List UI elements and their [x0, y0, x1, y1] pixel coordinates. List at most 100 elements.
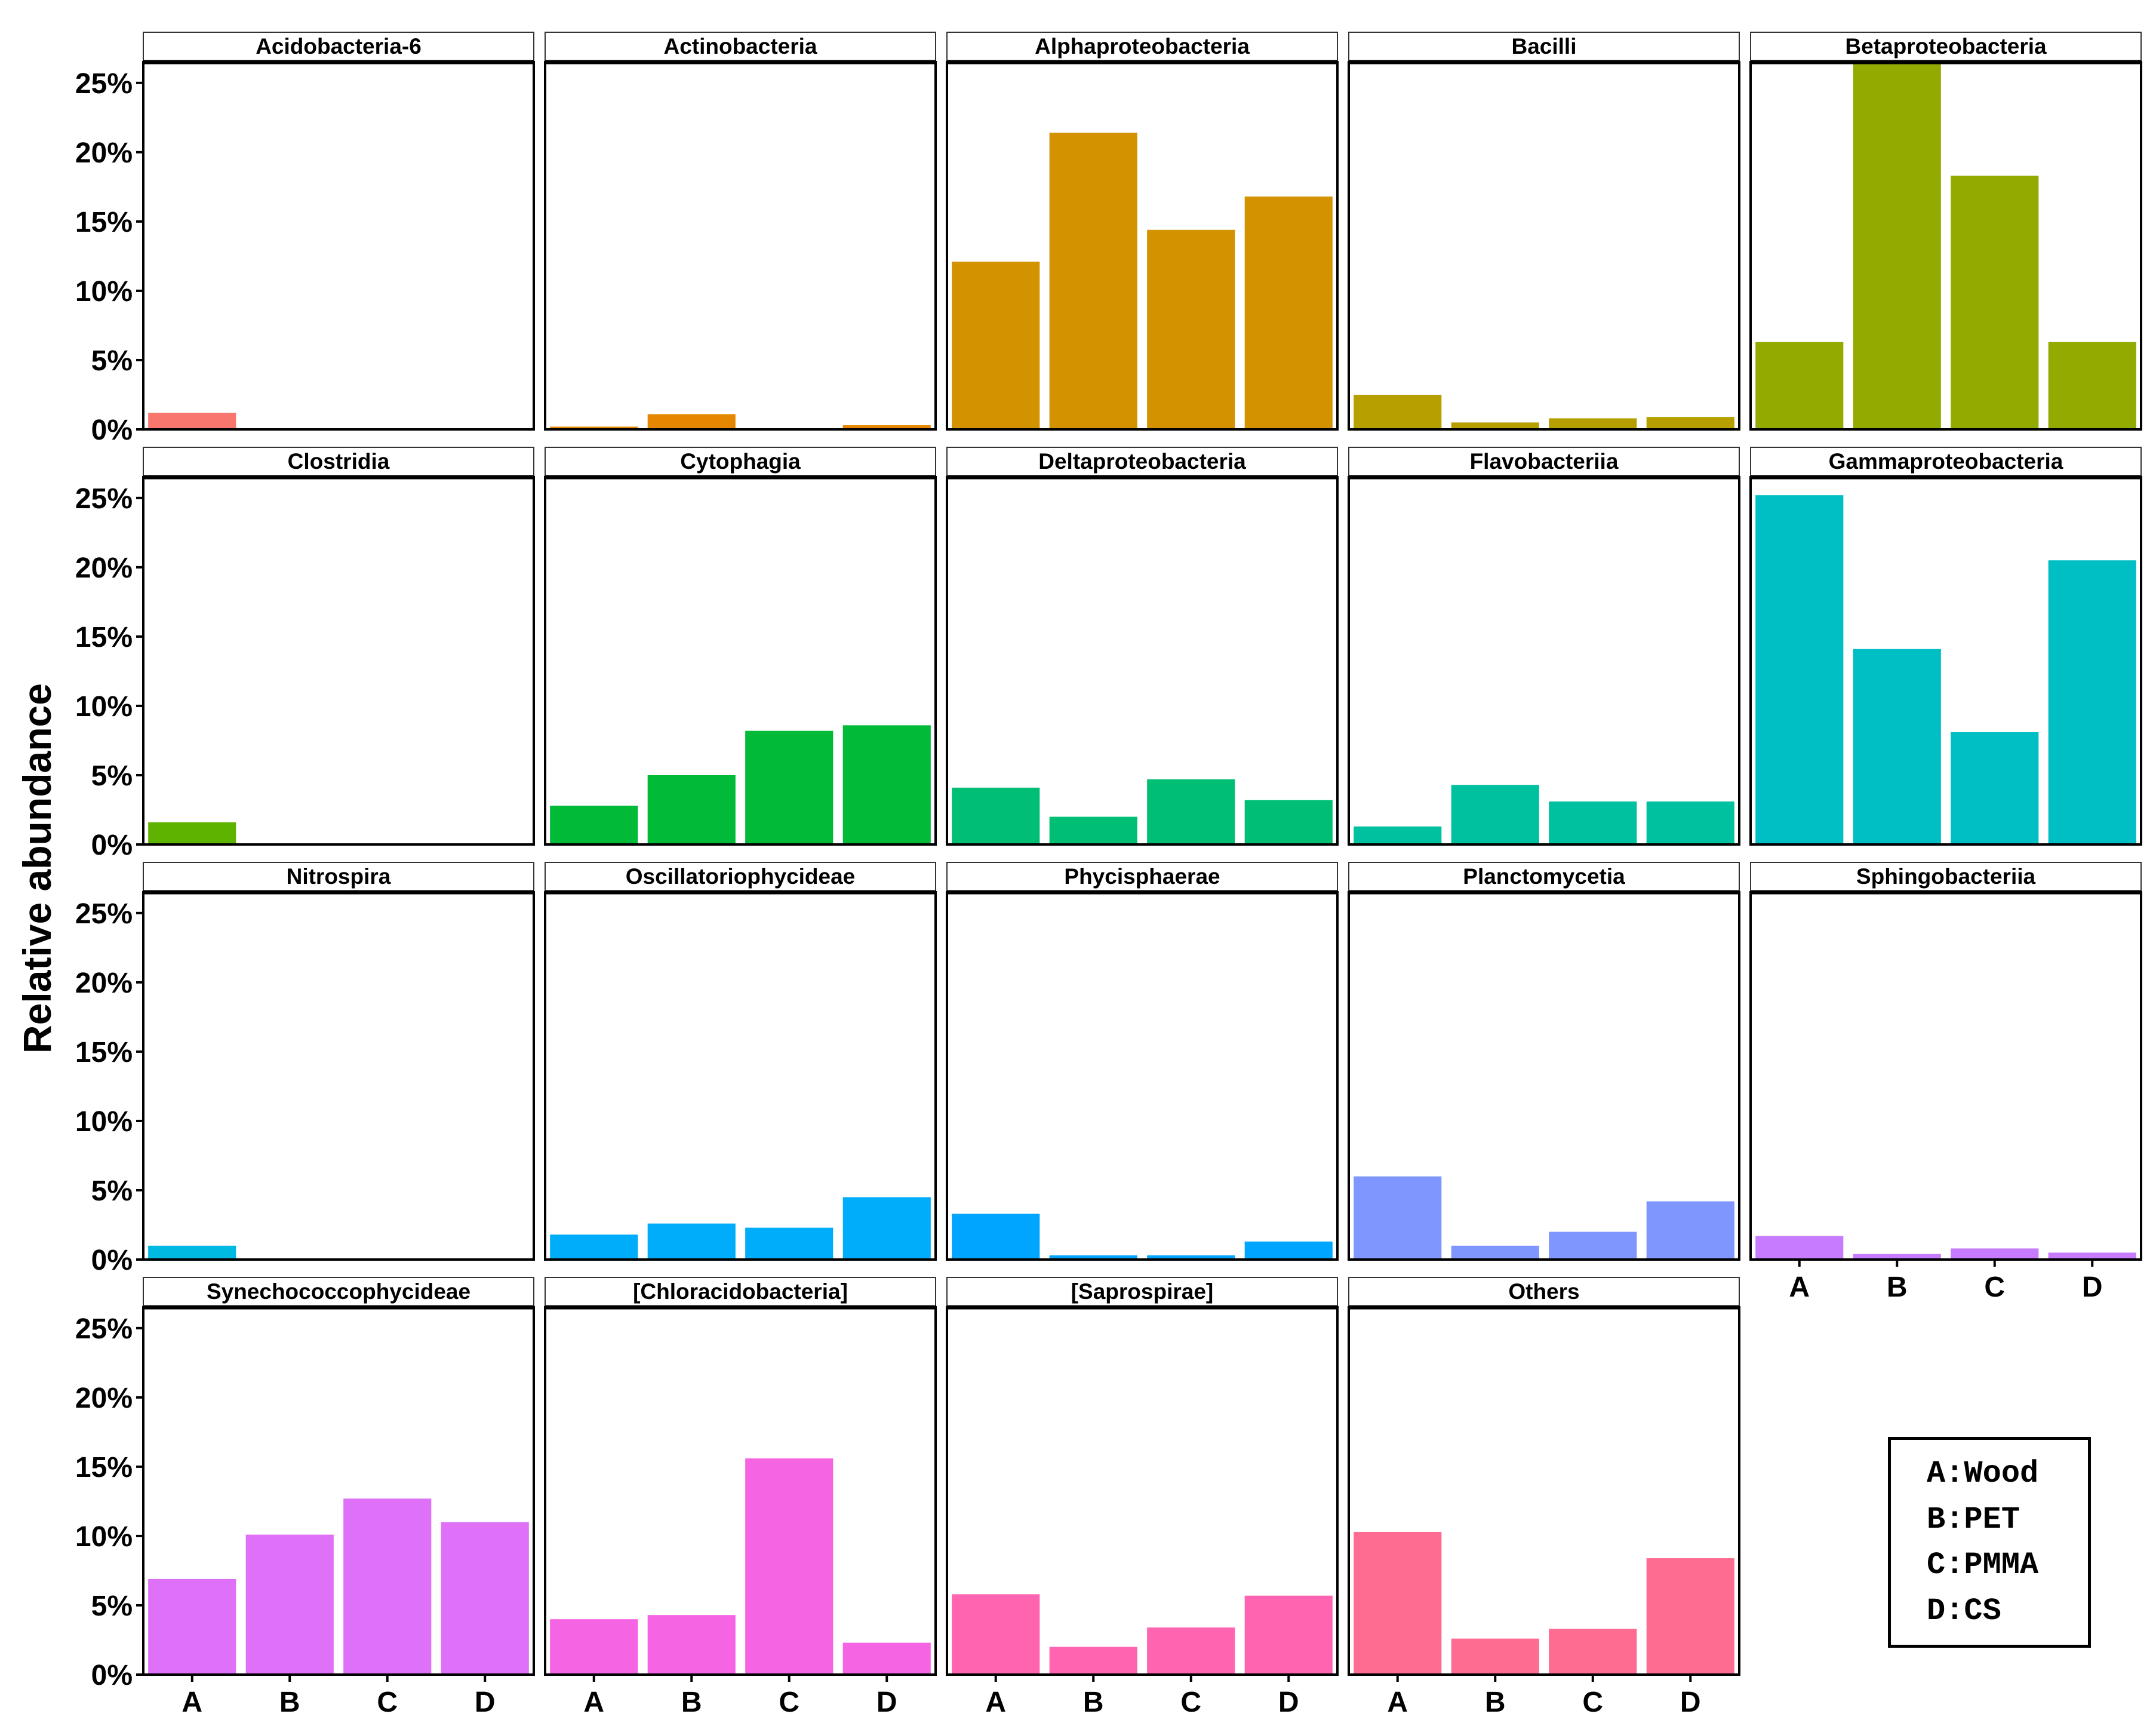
y-tick-label: 20% — [75, 137, 133, 169]
y-tick-label: 10% — [75, 276, 133, 308]
strip-others — [1348, 1277, 1740, 1308]
x-tick-label-a: A — [985, 1687, 1006, 1717]
bar-others-b — [1451, 1638, 1539, 1675]
bar-gammaproteobacteria-c — [1951, 732, 2039, 844]
x-tick-label-d: D — [2082, 1271, 2103, 1303]
panel-frame-bacilli — [1348, 61, 1740, 431]
bar-cytophagia-d — [842, 725, 931, 844]
legend-entry-b: B:PET — [1927, 1501, 2020, 1537]
bar-alphaproteobacteria-d — [1244, 196, 1333, 429]
strip-chloracidobacteria — [545, 1277, 936, 1308]
y-tick-label: 5% — [91, 760, 133, 792]
bar-betaproteobacteria-d — [2048, 342, 2136, 429]
bar-phycisphaerae-b — [1049, 1255, 1137, 1260]
bar-sphingobacteriia-b — [1853, 1254, 1941, 1260]
bar-planctomycetia-c — [1549, 1231, 1637, 1260]
bar-others-a — [1354, 1531, 1442, 1675]
y-tick-label: 0% — [91, 1660, 133, 1691]
bar-phycisphaerae-c — [1147, 1255, 1235, 1260]
panel-frame-clostridia — [142, 476, 535, 846]
bar-saprospirae-b — [1049, 1647, 1137, 1675]
legend-entry-a: A:Wood — [1927, 1455, 2039, 1491]
bar-alphaproteobacteria-b — [1049, 133, 1137, 429]
bar-others-d — [1646, 1558, 1734, 1675]
bar-sphingobacteriia-d — [2048, 1252, 2136, 1260]
y-tick-label: 25% — [75, 898, 133, 930]
strip-deltaproteobacteria — [946, 447, 1338, 478]
y-tick-label: 15% — [75, 1037, 133, 1068]
strip-label-actinobacteria: Actinobacteria — [663, 34, 817, 59]
bar-gammaproteobacteria-a — [1755, 495, 1844, 844]
bar-flavobacteriia-c — [1549, 801, 1637, 844]
x-tick-label-d: D — [1680, 1687, 1701, 1717]
x-tick-label-c: C — [1180, 1687, 1201, 1717]
bar-sphingobacteriia-c — [1951, 1248, 2039, 1260]
strip-label-oscillatoriophycideae: Oscillatoriophycideae — [626, 864, 856, 889]
bar-chloracidobacteria-b — [647, 1615, 736, 1675]
bar-betaproteobacteria-b — [1853, 62, 1941, 429]
x-tick-label-b: B — [681, 1687, 702, 1717]
bar-alphaproteobacteria-a — [952, 262, 1040, 429]
strip-nitrospira — [143, 862, 534, 893]
y-tick-label: 10% — [75, 1106, 133, 1138]
strip-label-gammaproteobacteria: Gammaproteobacteria — [1829, 449, 2063, 474]
y-tick-label: 25% — [75, 483, 133, 515]
bar-saprospirae-c — [1147, 1627, 1235, 1675]
bar-chloracidobacteria-c — [745, 1458, 834, 1675]
bar-oscillatoriophycideae-d — [842, 1197, 931, 1260]
y-tick-label: 10% — [75, 691, 133, 723]
bar-cytophagia-b — [647, 775, 736, 844]
strip-oscillatoriophycideae — [545, 862, 936, 893]
x-tick-label-a: A — [583, 1687, 604, 1717]
panel-frame-actinobacteria — [544, 61, 937, 431]
panel-frame-sphingobacteriia — [1749, 891, 2142, 1261]
strip-label-acidobacteria-6: Acidobacteria-6 — [256, 34, 422, 59]
strip-label-synechococcophycideae: Synechococcophycideae — [207, 1279, 470, 1304]
bar-actinobacteria-b — [647, 414, 736, 429]
strip-label-sphingobacteriia: Sphingobacteriia — [1856, 864, 2036, 889]
bar-acidobacteria-6-a — [148, 413, 236, 429]
strip-label-betaproteobacteria: Betaproteobacteria — [1845, 34, 2047, 59]
y-tick-label: 0% — [91, 830, 133, 861]
y-tick-label: 0% — [91, 1245, 133, 1276]
bar-bacilli-d — [1646, 417, 1734, 429]
bar-synechococcophycideae-c — [343, 1498, 432, 1675]
bar-synechococcophycideae-d — [441, 1522, 529, 1675]
bar-bacilli-a — [1354, 394, 1442, 429]
strip-label-alphaproteobacteria: Alphaproteobacteria — [1035, 34, 1250, 59]
bar-alphaproteobacteria-c — [1147, 229, 1235, 429]
x-tick-label-a: A — [1387, 1687, 1408, 1717]
x-tick-label-c: C — [1984, 1271, 2005, 1303]
strip-gammaproteobacteria — [1750, 447, 2142, 478]
y-tick-label: 5% — [91, 345, 133, 377]
x-tick-label-b: B — [1485, 1687, 1506, 1717]
y-tick-label: 25% — [75, 1313, 133, 1345]
x-tick-label-b: B — [279, 1687, 300, 1717]
bar-actinobacteria-d — [842, 425, 931, 429]
bar-saprospirae-d — [1244, 1595, 1333, 1675]
strip-label-cytophagia: Cytophagia — [680, 449, 801, 474]
bar-cytophagia-c — [745, 730, 834, 844]
y-tick-label: 0% — [91, 414, 133, 446]
bar-oscillatoriophycideae-b — [647, 1223, 736, 1260]
y-axis-title: Relative abundance — [15, 683, 59, 1054]
strip-label-deltaproteobacteria: Deltaproteobacteria — [1038, 449, 1246, 474]
bar-nitrospira-a — [148, 1245, 236, 1260]
strip-label-phycisphaerae: Phycisphaerae — [1064, 864, 1220, 889]
bar-deltaproteobacteria-c — [1147, 779, 1235, 844]
bar-oscillatoriophycideae-c — [745, 1227, 834, 1260]
x-tick-label-c: C — [377, 1687, 398, 1717]
legend: A:Wood B:PET C:PMMA D:CS — [1888, 1437, 2091, 1648]
bar-flavobacteriia-d — [1646, 801, 1734, 844]
legend-entry-c: C:PMMA — [1927, 1547, 2039, 1583]
y-tick-label: 5% — [91, 1175, 133, 1207]
x-tick-label-d: D — [1278, 1687, 1299, 1717]
strip-flavobacteriia — [1348, 447, 1740, 478]
y-tick-label: 15% — [75, 622, 133, 653]
bar-phycisphaerae-d — [1244, 1241, 1333, 1260]
bar-deltaproteobacteria-d — [1244, 800, 1333, 844]
strip-actinobacteria — [545, 32, 936, 63]
panel-frame-phycisphaerae — [946, 891, 1339, 1261]
